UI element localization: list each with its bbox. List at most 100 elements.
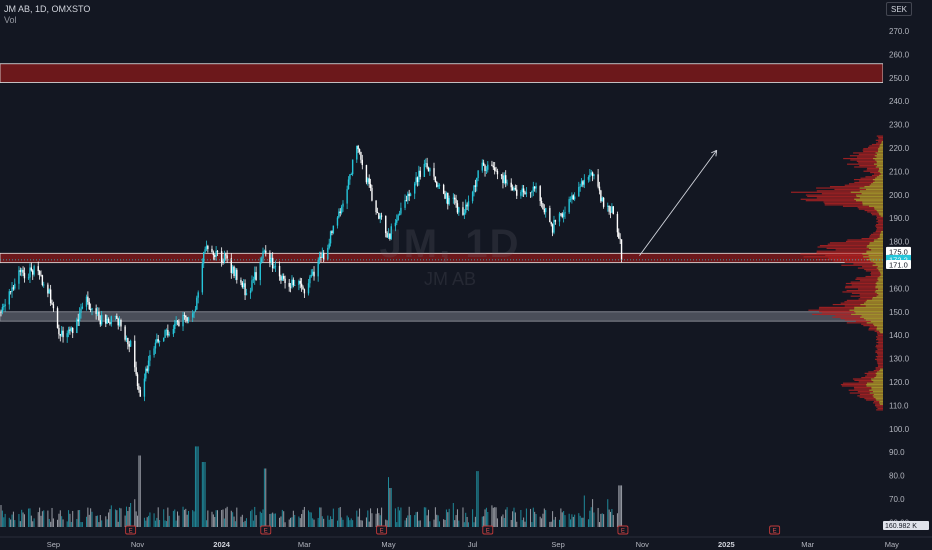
profile-bar — [869, 236, 883, 238]
profile-bar — [871, 174, 883, 177]
y-tick-label: 240.0 — [889, 97, 910, 106]
candle-body — [360, 151, 362, 160]
candle-body — [201, 263, 204, 293]
candle — [233, 265, 235, 279]
volume-bar — [503, 517, 505, 527]
currency-button[interactable]: SEK — [886, 2, 912, 16]
profile-bar-olive — [879, 236, 883, 238]
candle-body — [471, 191, 474, 202]
profile-bar — [812, 313, 883, 316]
volume-bar — [552, 511, 554, 527]
candle-body — [175, 320, 177, 324]
profile-bar-olive — [856, 195, 883, 198]
volume-bar — [48, 518, 50, 527]
candle-body — [185, 315, 187, 318]
candle-body — [535, 186, 537, 189]
symbol-title[interactable]: JM AB, 1D, OMXSTO — [4, 4, 91, 14]
profile-bar-olive — [874, 159, 883, 161]
x-tick-label: Nov — [636, 540, 650, 549]
candle — [602, 196, 605, 209]
candle-body — [124, 326, 126, 340]
candle-body — [455, 199, 457, 204]
candle-body — [466, 204, 468, 207]
candle-body — [125, 337, 128, 340]
candle — [510, 178, 512, 191]
profile-bar — [870, 274, 883, 276]
candle-body — [418, 170, 420, 182]
profile-bar — [859, 396, 883, 398]
candle-body — [215, 250, 217, 257]
volume-bar — [168, 515, 170, 527]
profile-bar — [841, 385, 883, 387]
volume-bar — [23, 514, 25, 527]
profile-bar — [875, 367, 883, 369]
candle-body — [532, 186, 534, 191]
candle — [143, 373, 146, 402]
y-tick-label: 270.0 — [889, 27, 910, 36]
volume-bar — [270, 513, 272, 527]
profile-bar — [868, 146, 883, 148]
volume-bar — [254, 506, 256, 527]
candle-body — [245, 293, 248, 296]
candle — [389, 233, 391, 241]
candle — [77, 313, 79, 327]
candle — [477, 170, 479, 182]
candle — [89, 303, 92, 313]
y-tick-label: 250.0 — [889, 74, 910, 83]
volume-bar — [433, 519, 435, 527]
candle — [30, 262, 33, 272]
candle — [284, 275, 286, 289]
candle — [207, 244, 209, 253]
last-price-tag-text: 172.2 — [889, 255, 908, 264]
volume-indicator-label[interactable]: Vol — [4, 15, 17, 25]
profile-bar-olive — [879, 402, 883, 404]
profile-bar — [876, 344, 883, 346]
earnings-marker-label: E — [773, 529, 777, 535]
candle-body — [211, 248, 213, 253]
candle-body — [117, 318, 119, 326]
profile-bar-olive — [866, 299, 883, 301]
price-candles — [0, 144, 623, 402]
volume-bar — [290, 517, 292, 527]
profile-bar — [858, 381, 883, 383]
candle — [125, 335, 128, 343]
candle-body — [492, 165, 495, 168]
volume-bar — [310, 512, 312, 527]
profile-bar-olive — [875, 152, 883, 154]
candle — [52, 301, 55, 312]
candle-body — [69, 329, 71, 331]
volume-bar — [245, 518, 247, 527]
candle — [434, 176, 437, 183]
profile-bar-olive — [877, 288, 883, 290]
volume-bar — [338, 507, 340, 527]
volume-bar — [87, 507, 89, 527]
profile-bar — [842, 291, 883, 293]
volume-bar — [496, 518, 498, 527]
y-tick-label: 130.0 — [889, 355, 910, 364]
candle — [212, 250, 215, 261]
candle — [539, 185, 541, 207]
profile-bar — [846, 322, 883, 324]
volume-bar — [597, 507, 599, 527]
volume-bar — [621, 485, 623, 527]
candle — [231, 264, 234, 274]
y-tick-label: 220.0 — [889, 144, 910, 153]
profile-bar — [859, 294, 883, 296]
candle — [117, 317, 119, 330]
volume-bar — [51, 507, 53, 527]
candle-body — [109, 322, 111, 324]
candle-body — [616, 214, 619, 233]
candle — [531, 190, 533, 198]
profile-bar — [878, 340, 883, 342]
candle — [62, 326, 64, 343]
candle — [302, 285, 304, 290]
volume-bar — [481, 516, 483, 527]
profile-bar-olive — [873, 323, 883, 325]
volume-bar — [367, 510, 369, 527]
candle-body — [149, 355, 151, 361]
profile-bar-olive — [866, 384, 883, 386]
level-tag-171-text: 171.0 — [889, 261, 908, 270]
profile-bar-olive — [873, 240, 883, 242]
volume-bar — [182, 506, 184, 527]
